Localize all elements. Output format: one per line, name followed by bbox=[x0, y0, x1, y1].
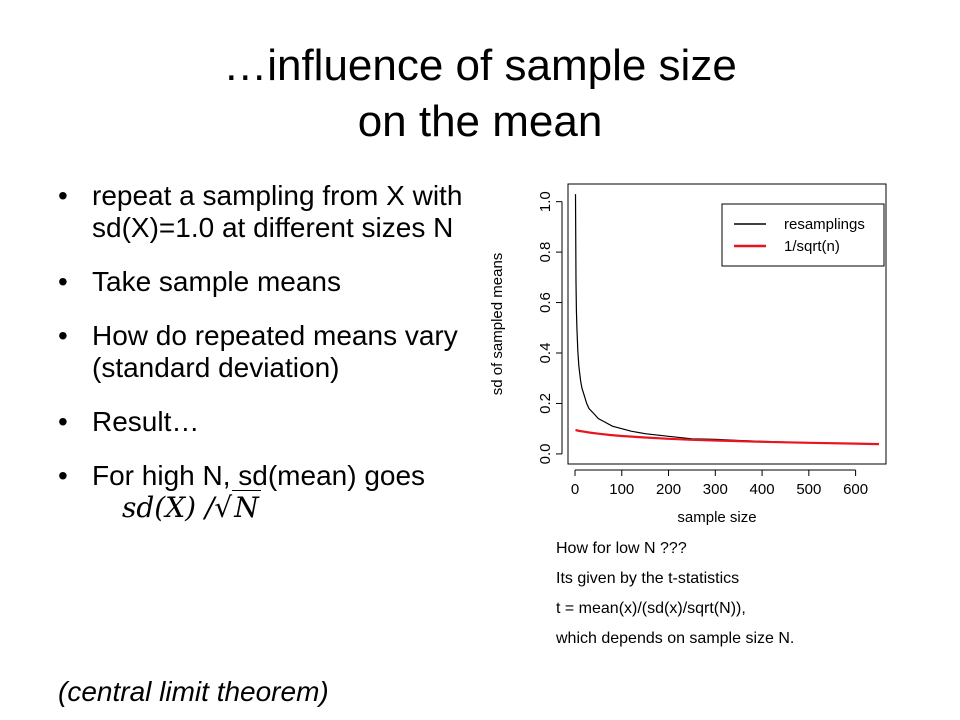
note-line: Its given by the t-statistics bbox=[556, 570, 740, 587]
x-tick-label: 300 bbox=[703, 481, 728, 498]
legend-box bbox=[721, 203, 885, 267]
bullet-text: How do repeated means vary (standard dev… bbox=[92, 320, 458, 383]
formula-radicand: N bbox=[232, 490, 261, 524]
series-line-inverse-sqrt-n bbox=[575, 428, 880, 446]
y-tick-label: 0.4 bbox=[537, 343, 554, 364]
formula-lhs: sd(X) / bbox=[122, 491, 215, 524]
y-tick-label: 0.2 bbox=[537, 393, 554, 414]
bullet-item: Take sample means bbox=[58, 266, 478, 298]
y-tick-label: 1.0 bbox=[537, 191, 554, 212]
x-tick-label: 600 bbox=[843, 481, 868, 498]
bullet-text: For high N, sd(mean) goes bbox=[92, 460, 426, 491]
bullet-text: Take sample means bbox=[92, 266, 342, 297]
note-line: t = mean(x)/(sd(x)/sqrt(N)), bbox=[556, 600, 746, 617]
legend-label: resamplings bbox=[784, 216, 865, 233]
bullet-list: repeat a sampling from X with sd(X)=1.0 … bbox=[58, 180, 478, 546]
bullet-item: For high N, sd(mean) goes sd(X) /√N bbox=[58, 460, 478, 524]
y-tick-label: 0.0 bbox=[537, 443, 554, 464]
slide-title: …influence of sample size on the mean bbox=[100, 38, 860, 150]
plot-frame bbox=[567, 183, 887, 465]
notes-block: How for low N ??? Its given by the t-sta… bbox=[556, 538, 794, 658]
bullet-item: repeat a sampling from X with sd(X)=1.0 … bbox=[58, 180, 478, 244]
note-line: How for low N ??? bbox=[556, 540, 687, 557]
note-line: which depends on sample size N. bbox=[556, 630, 795, 647]
bullet-text: Result… bbox=[92, 406, 200, 437]
x-tick-label: 400 bbox=[750, 481, 775, 498]
sd-vs-sample-size-chart: 0 100 200 300 400 500 600 0.0 0.2 0.4 0.6 0.8 1.0 sam… bbox=[489, 183, 887, 526]
title-line-1: …influence of sample size bbox=[223, 41, 737, 90]
sd-over-sqrt-n-formula: sd(X) /√N bbox=[122, 490, 261, 524]
x-tick-label: 0 bbox=[571, 481, 579, 498]
legend-label: 1/sqrt(n) bbox=[784, 238, 840, 255]
x-tick-label: 100 bbox=[609, 481, 634, 498]
bullet-text: repeat a sampling from X with sd(X)=1.0 … bbox=[92, 180, 463, 243]
central-limit-note: (central limit theorem) bbox=[58, 676, 329, 707]
x-tick-label: 500 bbox=[796, 481, 821, 498]
y-tick-label: 0.6 bbox=[537, 292, 554, 313]
sqrt-sign: √ bbox=[214, 491, 233, 524]
x-axis-label: sample size bbox=[677, 509, 756, 526]
bullet-item: How do repeated means vary (standard dev… bbox=[58, 320, 478, 384]
bullet-item: Result… bbox=[58, 406, 478, 438]
title-line-2: on the mean bbox=[357, 97, 603, 146]
y-tick-label: 0.8 bbox=[537, 242, 554, 263]
x-tick-label: 200 bbox=[656, 481, 681, 498]
y-axis-label: sd of sampled means bbox=[489, 253, 506, 396]
